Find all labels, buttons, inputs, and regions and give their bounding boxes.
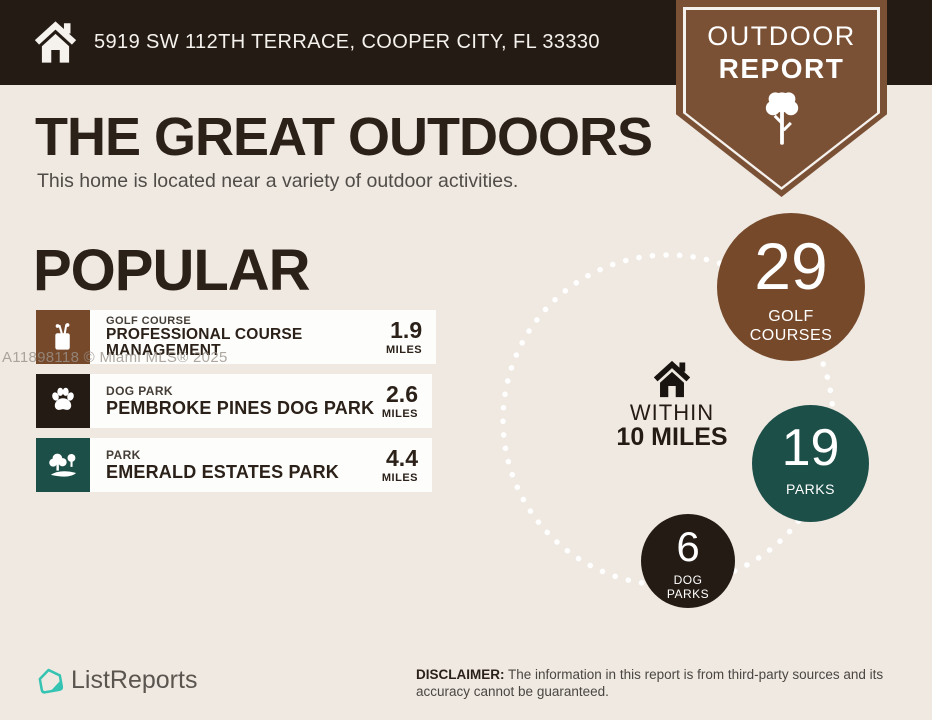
paw-icon bbox=[36, 374, 90, 428]
distance-value: 4.4 bbox=[386, 444, 418, 471]
park-trees-icon bbox=[36, 438, 90, 492]
tree-icon bbox=[765, 92, 798, 145]
mls-watermark: A11898118 © Miami MLS® 2025 bbox=[2, 349, 228, 366]
place-distance: 2.6 MILES bbox=[381, 380, 418, 420]
stat-golf-courses: 29 GOLF COURSES bbox=[717, 213, 865, 361]
stat-parks: 19 PARKS bbox=[752, 405, 869, 522]
badge-title-line2: REPORT bbox=[718, 53, 845, 84]
disclaimer-text: DISCLAIMER: The information in this repo… bbox=[416, 666, 914, 700]
list-item-park: PARK EMERALD ESTATES PARK 4.4 MILES bbox=[36, 438, 432, 492]
stat-label: DOG PARKS bbox=[666, 573, 710, 601]
within-miles: 10 MILES bbox=[616, 423, 728, 451]
list-item-dog-park: DOG PARK PEMBROKE PINES DOG PARK 2.6 MIL… bbox=[36, 374, 432, 428]
within-label: WITHIN bbox=[629, 400, 715, 425]
list-item-text: GOLF COURSE PROFESSIONAL COURSE MANAGEME… bbox=[106, 315, 386, 359]
badge-content: OUTDOOR REPORT bbox=[676, 0, 887, 197]
list-item-body: GOLF COURSE PROFESSIONAL COURSE MANAGEME… bbox=[90, 310, 437, 364]
stat-label: PARKS bbox=[786, 481, 835, 497]
distance-value: 2.6 bbox=[386, 380, 418, 407]
popular-heading: POPULAR bbox=[33, 238, 311, 303]
stat-value: 19 bbox=[781, 419, 840, 477]
place-name: PROFESSIONAL COURSE MANAGEMENT bbox=[106, 326, 303, 359]
outdoor-report-badge: OUTDOOR REPORT bbox=[676, 0, 887, 197]
home-icon bbox=[34, 21, 77, 63]
list-item-golf-course: GOLF COURSE PROFESSIONAL COURSE MANAGEME… bbox=[36, 310, 437, 364]
place-name: EMERALD ESTATES PARK bbox=[106, 461, 340, 482]
stat-label: GOLF COURSES bbox=[749, 308, 833, 344]
list-item-text: DOG PARK PEMBROKE PINES DOG PARK bbox=[106, 384, 374, 419]
place-distance: 1.9 MILES bbox=[386, 316, 423, 356]
distance-unit: MILES bbox=[386, 343, 423, 356]
listreports-wordmark: ListReports bbox=[71, 666, 198, 694]
disclaimer-body: The information in this report is from t… bbox=[416, 667, 884, 699]
place-category: GOLF COURSE bbox=[106, 315, 192, 327]
stat-value: 29 bbox=[754, 229, 828, 303]
page-subtitle: This home is located near a variety of o… bbox=[37, 170, 519, 192]
badge-title-line1: OUTDOOR bbox=[707, 21, 856, 51]
stat-dog-parks: 6 DOG PARKS bbox=[641, 514, 735, 608]
disclaimer-label: DISCLAIMER: bbox=[416, 667, 505, 682]
distance-unit: MILES bbox=[381, 471, 418, 484]
place-name: PEMBROKE PINES DOG PARK bbox=[106, 397, 375, 418]
page-title: THE GREAT OUTDOORS bbox=[35, 107, 653, 167]
stat-value: 6 bbox=[676, 523, 700, 570]
place-category: DOG PARK bbox=[106, 383, 173, 398]
place-category: PARK bbox=[106, 447, 141, 462]
place-distance: 4.4 MILES bbox=[381, 444, 418, 484]
listreports-logo-icon bbox=[38, 668, 64, 694]
distance-value: 1.9 bbox=[390, 316, 423, 343]
distance-unit: MILES bbox=[381, 407, 418, 420]
list-item-body: DOG PARK PEMBROKE PINES DOG PARK 2.6 MIL… bbox=[90, 374, 432, 428]
golf-bag-icon bbox=[36, 310, 90, 364]
list-item-text: PARK EMERALD ESTATES PARK bbox=[106, 448, 339, 483]
list-item-body: PARK EMERALD ESTATES PARK 4.4 MILES bbox=[90, 438, 432, 492]
home-icon-center bbox=[653, 360, 691, 398]
property-address: 5919 SW 112TH TERRACE, COOPER CITY, FL 3… bbox=[94, 31, 600, 53]
